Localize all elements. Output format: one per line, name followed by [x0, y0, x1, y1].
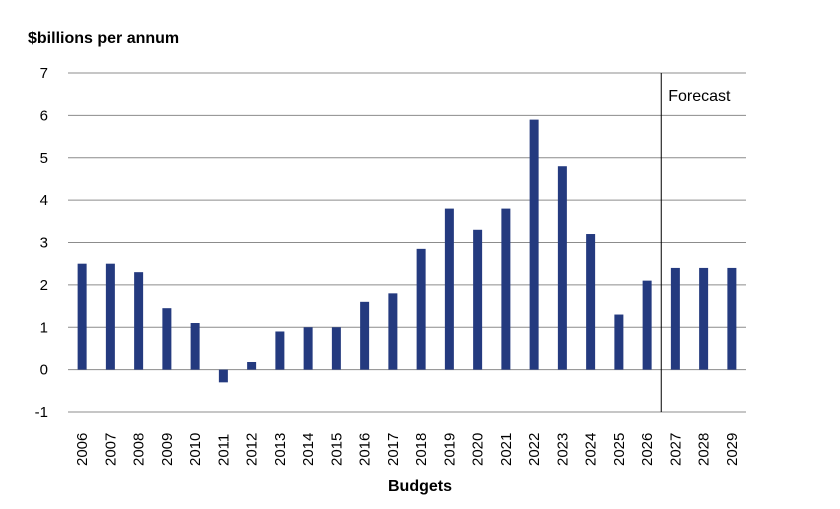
bar: [190, 323, 200, 370]
y-tick-label: 0: [40, 362, 48, 379]
x-tick-label: 2011: [215, 434, 232, 466]
bar: [614, 314, 624, 370]
x-tick-label: 2029: [724, 433, 741, 466]
x-tick-label: 2022: [526, 433, 543, 466]
x-tick-label: 2008: [131, 433, 148, 466]
bar: [557, 166, 567, 370]
x-tick-label: 2013: [272, 433, 289, 466]
bar: [360, 301, 370, 370]
x-tick-label: 2025: [611, 433, 628, 466]
x-tick-label: 2023: [554, 433, 571, 466]
y-tick-label: 2: [40, 277, 48, 294]
y-tick-label: 5: [40, 150, 48, 167]
bar: [331, 327, 341, 370]
x-tick-label: 2016: [357, 433, 374, 466]
x-axis-title: Budgets: [388, 478, 452, 495]
x-tick-label: 2026: [639, 433, 656, 466]
y-tick-label: 7: [40, 65, 48, 82]
x-tick-label: 2012: [244, 433, 261, 466]
x-tick-label: 2021: [498, 433, 515, 466]
x-tick-label: 2024: [583, 433, 600, 466]
bar: [586, 234, 596, 370]
bar: [699, 267, 709, 370]
bar: [529, 119, 539, 370]
x-tick-label: 2027: [667, 433, 684, 466]
bar: [444, 208, 454, 370]
x-tick-label: 2015: [328, 433, 345, 466]
bar: [501, 208, 511, 370]
bar: [134, 272, 144, 370]
x-tick-label: 2020: [470, 433, 487, 466]
bar: [303, 327, 313, 370]
bar: [473, 229, 483, 370]
y-tick-label: 6: [40, 107, 48, 124]
bar: [727, 267, 737, 370]
bar: [670, 267, 680, 370]
bar: [247, 361, 257, 370]
y-tick-label: 1: [40, 319, 48, 336]
y-tick-label: 3: [40, 235, 48, 252]
x-tick-label: 2017: [385, 433, 402, 466]
y-axis-title: $billions per annum: [28, 30, 180, 47]
bar: [77, 263, 87, 370]
x-tick-label: 2006: [74, 433, 91, 466]
bar: [105, 263, 115, 370]
y-tick-label: 4: [40, 192, 48, 209]
bar: [416, 248, 426, 370]
x-tick-label: 2018: [413, 433, 430, 466]
x-tick-label: 2010: [187, 433, 204, 466]
y-tick-label: -1: [35, 404, 48, 421]
bar: [218, 369, 228, 383]
x-tick-label: 2028: [696, 433, 713, 466]
x-tick-label: 2009: [159, 433, 176, 466]
bar: [642, 280, 652, 370]
x-tick-label: 2014: [300, 433, 317, 466]
bar: [275, 331, 285, 370]
forecast-label: Forecast: [668, 88, 731, 105]
bar: [162, 308, 172, 370]
x-tick-label: 2019: [441, 433, 458, 466]
bar: [388, 293, 398, 370]
x-tick-label: 2007: [102, 433, 119, 466]
